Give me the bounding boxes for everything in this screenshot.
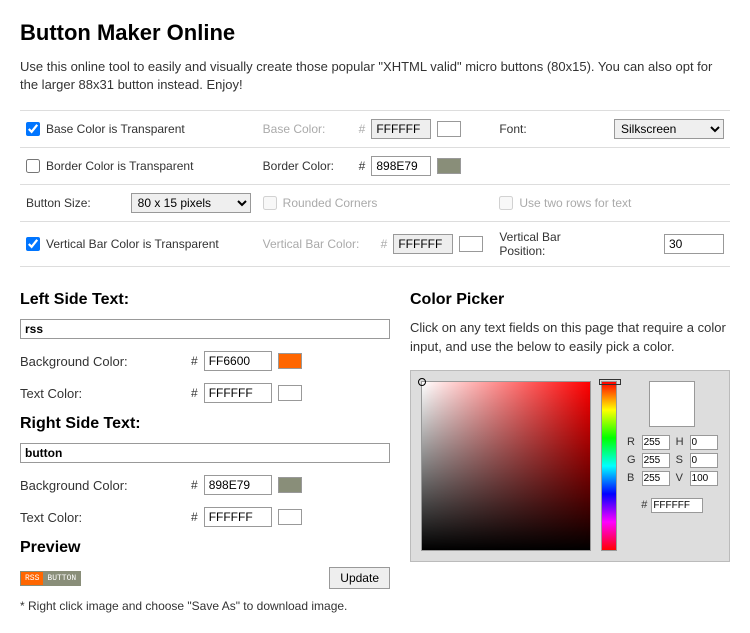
base-color-swatch <box>437 121 461 137</box>
preview-note: * Right click image and choose "Save As"… <box>20 599 390 613</box>
base-transparent-checkbox[interactable] <box>26 122 40 136</box>
update-button[interactable]: Update <box>329 567 390 589</box>
button-size-label: Button Size: <box>26 196 116 210</box>
vbar-color-swatch <box>459 236 483 252</box>
left-text-input[interactable] <box>20 319 390 339</box>
border-color-input[interactable] <box>371 156 431 176</box>
r-input[interactable] <box>642 435 670 450</box>
left-bg-input[interactable] <box>204 351 272 371</box>
vbar-pos-label: Vertical Bar Position: <box>499 230 579 258</box>
hue-cursor[interactable] <box>599 379 621 385</box>
b-label: B <box>627 472 636 484</box>
current-color-swatch <box>649 381 695 427</box>
h-label: H <box>676 436 684 448</box>
vbar-color-input[interactable] <box>393 234 453 254</box>
g-input[interactable] <box>642 453 670 468</box>
left-bg-swatch <box>278 353 302 369</box>
vbar-transparent-checkbox[interactable] <box>26 237 40 251</box>
sv-cursor[interactable] <box>418 378 426 386</box>
rounded-label: Rounded Corners <box>283 196 378 210</box>
right-bg-label: Background Color: <box>20 478 185 493</box>
font-label: Font: <box>499 122 549 136</box>
s-input[interactable] <box>690 453 718 468</box>
two-rows-checkbox <box>499 196 513 210</box>
rounded-checkbox <box>263 196 277 210</box>
left-fg-input[interactable] <box>204 383 272 403</box>
preview-heading: Preview <box>20 539 390 557</box>
picker-desc: Click on any text fields on this page th… <box>410 319 730 355</box>
vbar-pos-input[interactable] <box>664 234 724 254</box>
left-fg-swatch <box>278 385 302 401</box>
color-picker: R H G S B V # <box>410 370 730 562</box>
font-select[interactable]: Silkscreen <box>614 119 724 139</box>
picker-heading: Color Picker <box>410 291 730 309</box>
sv-area[interactable] <box>421 381 591 551</box>
intro-text: Use this online tool to easily and visua… <box>20 58 730 94</box>
left-fg-label: Text Color: <box>20 386 185 401</box>
preview-left: RSS <box>21 572 43 585</box>
right-fg-label: Text Color: <box>20 510 185 525</box>
border-transparent-label: Border Color is Transparent <box>46 159 193 173</box>
base-color-input[interactable] <box>371 119 431 139</box>
right-side-heading: Right Side Text: <box>20 415 390 433</box>
preview-button: RSS BUTTON <box>20 571 81 586</box>
hue-bar[interactable] <box>601 381 617 551</box>
vbar-color-label: Vertical Bar Color: <box>263 237 375 251</box>
v-label: V <box>676 472 684 484</box>
options-grid: Base Color is Transparent Base Color: # … <box>20 110 730 267</box>
right-bg-input[interactable] <box>204 475 272 495</box>
left-bg-label: Background Color: <box>20 354 185 369</box>
right-bg-swatch <box>278 477 302 493</box>
preview-right: BUTTON <box>43 572 80 585</box>
base-color-label: Base Color: <box>263 122 353 136</box>
border-transparent-checkbox[interactable] <box>26 159 40 173</box>
border-color-label: Border Color: <box>263 159 353 173</box>
button-size-select[interactable]: 80 x 15 pixels <box>131 193 251 213</box>
hex-input[interactable] <box>651 498 703 513</box>
base-transparent-label: Base Color is Transparent <box>46 122 185 136</box>
g-label: G <box>627 454 636 466</box>
right-fg-swatch <box>278 509 302 525</box>
vbar-transparent-label: Vertical Bar Color is Transparent <box>46 237 219 251</box>
v-input[interactable] <box>690 471 718 486</box>
right-fg-input[interactable] <box>204 507 272 527</box>
right-text-input[interactable] <box>20 443 390 463</box>
left-side-heading: Left Side Text: <box>20 291 390 309</box>
s-label: S <box>676 454 684 466</box>
b-input[interactable] <box>642 471 670 486</box>
border-color-swatch <box>437 158 461 174</box>
r-label: R <box>627 436 636 448</box>
two-rows-label: Use two rows for text <box>519 196 631 210</box>
h-input[interactable] <box>690 435 718 450</box>
page-title: Button Maker Online <box>20 20 730 46</box>
